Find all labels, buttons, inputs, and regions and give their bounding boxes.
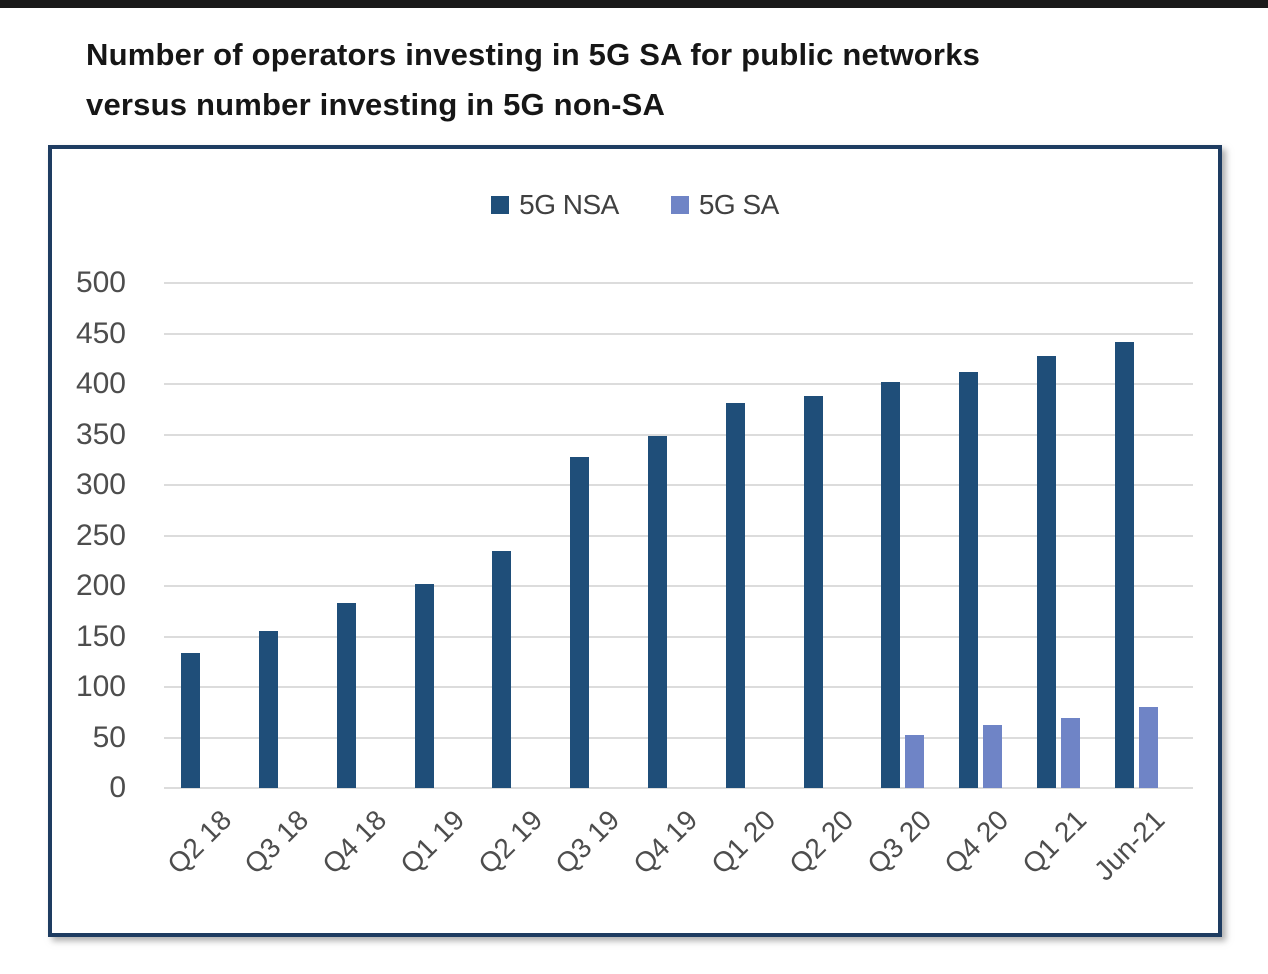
chart-title: Number of operators investing in 5G SA f… xyxy=(86,30,1186,130)
bar-5g-nsa-q4-18 xyxy=(336,603,356,788)
chart-frame: 5G NSA 5G SA 0 50 100 150 200 250 300 350 400 450 5… xyxy=(48,145,1222,937)
x-axis-tick-q3-20: Q3 20 xyxy=(860,804,937,880)
bar-5g-nsa-q3-20 xyxy=(881,381,901,788)
x-axis-tick-q2-18: Q2 18 xyxy=(160,804,237,880)
gridline-250 xyxy=(164,534,1193,537)
legend-label-5g-nsa: 5G NSA xyxy=(519,189,619,220)
x-axis-tick-q3-18: Q3 18 xyxy=(238,804,315,880)
bar-5g-nsa-q4-20 xyxy=(959,371,979,788)
chart-title-line2: versus number investing in 5G non-SA xyxy=(86,87,666,122)
chart-title-line1: Number of operators investing in 5G SA f… xyxy=(86,37,981,72)
x-axis-tick-jun-21: Jun-21 xyxy=(1087,804,1171,887)
bar-5g-sa-q3-20 xyxy=(905,735,925,788)
gridline-350 xyxy=(164,433,1193,436)
y-axis-tick-150: 150 xyxy=(75,619,126,653)
x-axis-tick-q4-18: Q4 18 xyxy=(316,804,393,880)
y-axis-tick-200: 200 xyxy=(75,569,126,602)
x-axis-tick-q1-21: Q1 21 xyxy=(1016,804,1093,880)
legend-swatch-5g-sa xyxy=(670,196,689,214)
bar-5g-sa-q1-21 xyxy=(1060,718,1080,788)
y-axis-tick-300: 300 xyxy=(75,468,126,501)
bar-5g-nsa-q2-20 xyxy=(803,396,823,788)
y-axis-tick-350: 350 xyxy=(75,417,126,451)
legend-swatch-5g-nsa xyxy=(491,196,510,214)
x-axis-tick-q4-19: Q4 19 xyxy=(627,804,704,880)
bar-5g-nsa-q4-19 xyxy=(648,435,667,788)
gridline-400 xyxy=(164,383,1193,385)
bar-5g-nsa-q2-19 xyxy=(492,550,512,788)
gridline-0 xyxy=(164,787,1193,789)
gridline-100 xyxy=(164,686,1193,688)
x-axis-tick-q4-20: Q4 20 xyxy=(938,804,1015,880)
legend-label-5g-sa: 5G SA xyxy=(698,189,779,220)
chart-legend: 5G NSA 5G SA xyxy=(52,189,1218,221)
y-axis-tick-250: 250 xyxy=(75,518,126,552)
bar-5g-nsa-jun-21 xyxy=(1114,341,1134,788)
bar-5g-nsa-q3-18 xyxy=(259,631,279,788)
x-axis-tick-q1-19: Q1 19 xyxy=(394,804,471,880)
gridline-300 xyxy=(164,484,1193,486)
y-axis-tick-400: 400 xyxy=(75,367,126,400)
x-axis-tick-q2-19: Q2 19 xyxy=(472,804,548,880)
bar-5g-nsa-q3-19 xyxy=(570,456,590,788)
y-axis-tick-100: 100 xyxy=(75,670,126,703)
bar-5g-nsa-q1-19 xyxy=(414,583,434,788)
y-axis-tick-50: 50 xyxy=(92,720,126,754)
gridline-200 xyxy=(164,585,1193,587)
bar-5g-nsa-q1-21 xyxy=(1036,355,1056,788)
bar-5g-sa-jun-21 xyxy=(1138,707,1158,788)
y-axis-tick-450: 450 xyxy=(75,316,126,350)
bar-5g-nsa-q1-20 xyxy=(725,403,745,788)
gridline-150 xyxy=(164,635,1193,638)
gridline-450 xyxy=(164,332,1193,335)
x-axis-tick-q2-20: Q2 20 xyxy=(783,804,859,880)
gridline-50 xyxy=(164,736,1193,739)
top-divider-bar xyxy=(0,0,1268,8)
plot-area: 0 50 100 150 200 250 300 350 400 450 500 Q2 18 Q3 18… xyxy=(76,266,1193,886)
x-axis-tick-q3-19: Q3 19 xyxy=(549,804,626,880)
y-axis-tick-0: 0 xyxy=(109,771,126,804)
gridline-500 xyxy=(164,282,1193,284)
bar-5g-sa-q4-20 xyxy=(983,725,1003,788)
y-axis-tick-500: 500 xyxy=(75,266,126,299)
x-axis-tick-q1-20: Q1 20 xyxy=(705,804,782,880)
legend-item-5g-nsa: 5G NSA xyxy=(491,189,619,221)
bar-5g-nsa-q2-18 xyxy=(181,652,201,788)
legend-item-5g-sa: 5G SA xyxy=(670,189,779,221)
